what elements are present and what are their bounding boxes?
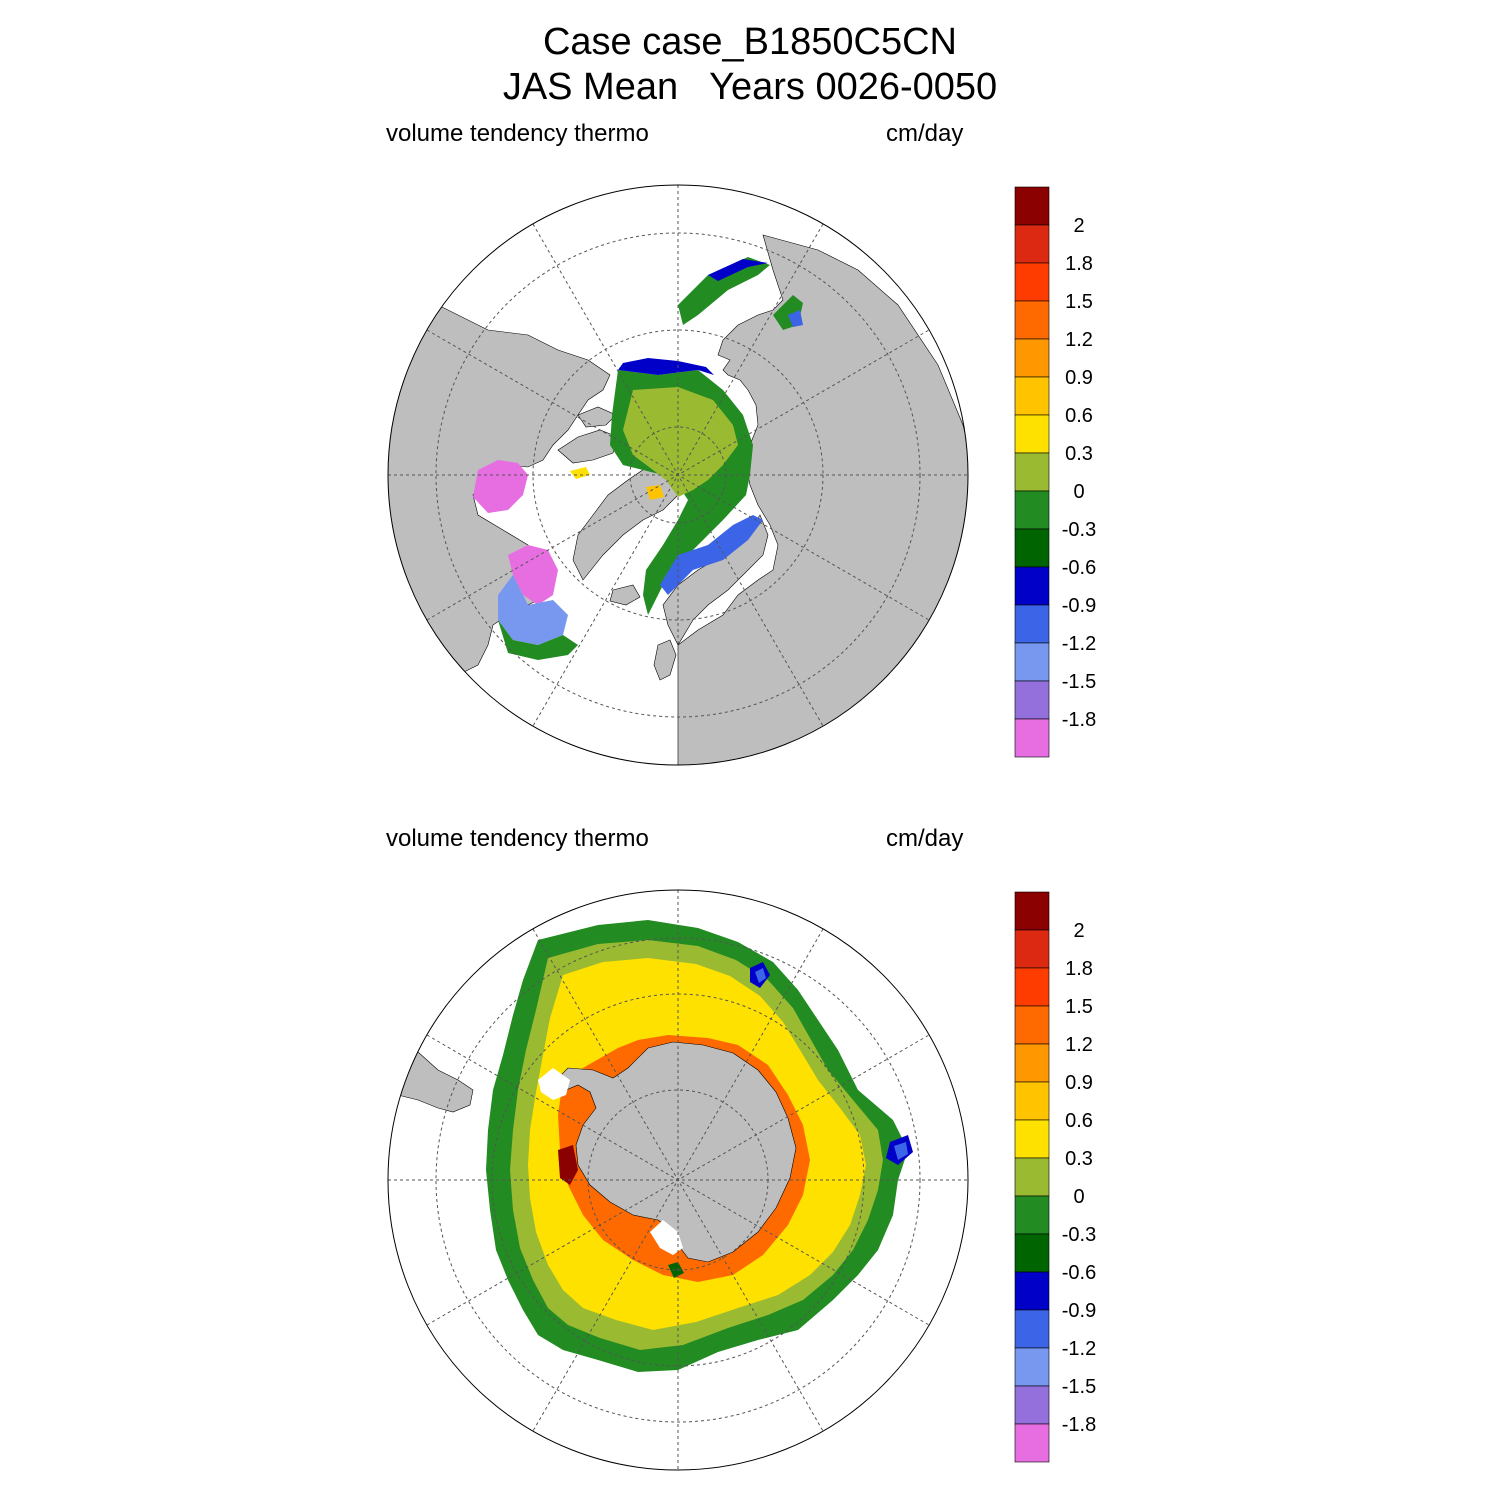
figure-title-line1: Case case_B1850C5CN bbox=[542, 21, 957, 63]
ice-band-blue bbox=[660, 515, 763, 595]
panel-south: volume tendency thermo cm/day bbox=[0, 705, 1500, 1471]
map-boundary bbox=[387, 889, 969, 1471]
ice-okhotsk-blue bbox=[788, 310, 803, 327]
colorbar-label: -0.9 bbox=[1062, 595, 1096, 617]
colorbar-label: 1.2 bbox=[1065, 1034, 1093, 1056]
colorbar-swatch bbox=[1014, 1233, 1050, 1273]
ice-hudson-pink bbox=[473, 460, 528, 513]
colorbar-swatch bbox=[1014, 414, 1050, 454]
colorbar-swatch bbox=[1014, 1081, 1050, 1121]
colorbar-swatch bbox=[1014, 566, 1050, 606]
colorbar-swatch bbox=[1014, 452, 1050, 492]
graticule bbox=[388, 890, 968, 1470]
colorbar-label: 2 bbox=[1073, 215, 1084, 237]
colorbar-swatch bbox=[1014, 262, 1050, 302]
coast-darkred bbox=[558, 1145, 578, 1185]
ice-warm-patch-2 bbox=[570, 467, 590, 479]
ice-blue-patch-2-inner bbox=[894, 1142, 908, 1160]
colorbar-label: 0.9 bbox=[1065, 1072, 1093, 1094]
colorbar-label: -1.5 bbox=[1062, 671, 1096, 693]
colorbar-label: -0.6 bbox=[1062, 1262, 1096, 1284]
colorbar-swatch bbox=[1014, 642, 1050, 682]
ice-labrador-green bbox=[498, 620, 578, 660]
colorbar-label: -0.3 bbox=[1062, 1224, 1096, 1246]
colorbar-label: -1.8 bbox=[1062, 709, 1096, 731]
colorbar-swatch bbox=[1014, 1309, 1050, 1349]
colorbar-swatch bbox=[1014, 1195, 1050, 1235]
ice-blue-patch-1-inner bbox=[755, 968, 766, 983]
colorbar-swatch bbox=[1014, 929, 1050, 969]
ice-bering bbox=[678, 257, 770, 325]
colorbar-swatch bbox=[1014, 1347, 1050, 1387]
colorbar-swatch bbox=[1014, 1385, 1050, 1425]
ice-shelf-weddell bbox=[538, 1068, 570, 1100]
colorbar-label: 1.8 bbox=[1065, 253, 1093, 275]
colorbar-label: -0.3 bbox=[1062, 519, 1096, 541]
colorbar-swatch bbox=[1014, 186, 1050, 226]
colorbar-swatch bbox=[1014, 338, 1050, 378]
colorbar-label: 1.5 bbox=[1065, 291, 1093, 313]
land-eurasia bbox=[677, 234, 968, 765]
colorbar-label: 0.6 bbox=[1065, 1110, 1093, 1132]
units-label: cm/day bbox=[886, 825, 964, 852]
colorbar-label: -1.2 bbox=[1062, 1338, 1096, 1360]
ice-blue-patch-3 bbox=[668, 1262, 684, 1278]
ice-warm-patch bbox=[646, 485, 664, 500]
colorbar-swatch bbox=[1014, 1157, 1050, 1197]
land-britain bbox=[653, 639, 677, 681]
map-boundary bbox=[387, 184, 969, 766]
colorbar-label: -0.9 bbox=[1062, 1300, 1096, 1322]
antarctic-polar-map bbox=[387, 889, 969, 1471]
arctic-polar-map bbox=[387, 184, 969, 766]
colorbar-label: -1.2 bbox=[1062, 633, 1096, 655]
colorbar-swatch bbox=[1014, 490, 1050, 530]
colorbar-swatch bbox=[1014, 967, 1050, 1007]
ice-shelf-ross bbox=[650, 1220, 683, 1255]
colorbar-swatch bbox=[1014, 224, 1050, 264]
colorbar-label: 2 bbox=[1073, 920, 1084, 942]
panel-north: volume tendency thermo cm/day bbox=[0, 0, 1500, 766]
colorbar-label: 0 bbox=[1073, 481, 1084, 503]
figure-title-line2: JAS Mean Years 0026-0050 bbox=[502, 66, 998, 108]
colorbar-swatch bbox=[1014, 680, 1050, 720]
units-label: cm/day bbox=[886, 120, 964, 147]
colorbar-label: 1.2 bbox=[1065, 329, 1093, 351]
colorbar-swatch bbox=[1014, 604, 1050, 644]
ice-bering-blue bbox=[708, 259, 768, 281]
colorbar-label: 0.9 bbox=[1065, 367, 1093, 389]
colorbar-swatch bbox=[1014, 376, 1050, 416]
colorbar-swatch bbox=[1014, 1005, 1050, 1045]
colorbar-swatch bbox=[1014, 718, 1050, 758]
colorbar-label: 1.5 bbox=[1065, 996, 1093, 1018]
colorbar-label: 0 bbox=[1073, 1186, 1084, 1208]
variable-label: volume tendency thermo bbox=[386, 825, 649, 852]
colorbar-swatch bbox=[1014, 891, 1050, 931]
colorbar-swatch bbox=[1014, 1423, 1050, 1463]
colorbar-swatch bbox=[1014, 1119, 1050, 1159]
graticule bbox=[388, 185, 968, 765]
ice-band-navy bbox=[618, 358, 714, 375]
colorbar-north: 2 1.8 1.5 1.2 0.9 0.6 0.3 0 -0.3 -0.6 -0.9 -1.2 -1.5… bbox=[1014, 186, 1096, 758]
colorbar-south: 2 1.8 1.5 1.2 0.9 0.6 0.3 0 -0.3 -0.6 -0.9 -1.2 -1.5… bbox=[1014, 891, 1096, 1463]
colorbar-label: 0.3 bbox=[1065, 1148, 1093, 1170]
colorbar-swatch bbox=[1014, 1043, 1050, 1083]
ice-band-zero bbox=[623, 387, 738, 497]
colorbar-label: -1.8 bbox=[1062, 1414, 1096, 1436]
colorbar-swatch bbox=[1014, 1271, 1050, 1311]
colorbar-label: -1.5 bbox=[1062, 1376, 1096, 1398]
variable-label: volume tendency thermo bbox=[386, 120, 649, 147]
land-iceland bbox=[609, 584, 641, 606]
colorbar-swatch bbox=[1014, 528, 1050, 568]
colorbar-label: 0.6 bbox=[1065, 405, 1093, 427]
colorbar-label: 1.8 bbox=[1065, 958, 1093, 980]
colorbar-label: -0.6 bbox=[1062, 557, 1096, 579]
colorbar-label: 0.3 bbox=[1065, 443, 1093, 465]
colorbar-swatch bbox=[1014, 300, 1050, 340]
ice-labrador-blue bbox=[498, 575, 568, 645]
